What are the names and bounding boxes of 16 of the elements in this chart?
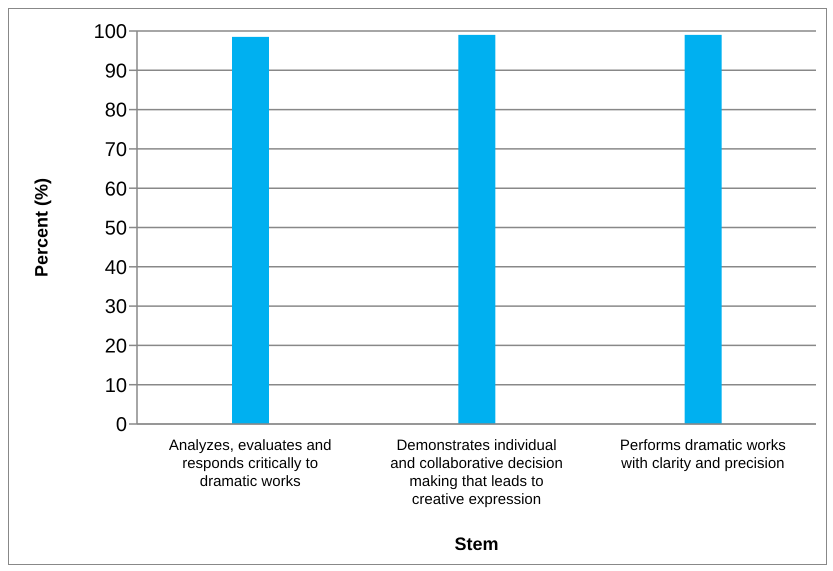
y-tick-label: 80 [104, 100, 127, 122]
y-tick-label: 10 [104, 374, 127, 397]
y-tick-label: 0 [116, 414, 127, 436]
y-tick-label: 60 [104, 178, 127, 200]
y-tick-label: 20 [104, 336, 127, 358]
y-tick-label: 50 [104, 218, 127, 240]
y-axis-title: Percent (%) [31, 178, 52, 278]
y-tick-label: 100 [94, 21, 127, 44]
x-tick-label: Demonstrates individual and collaborative decision making that leads to creative expression [390, 437, 563, 508]
y-tick-label: 30 [104, 296, 127, 318]
y-tick-label: 40 [104, 256, 127, 279]
x-tick-label: Performs dramatic works with clarity and precision [620, 437, 786, 472]
y-tick-label: 70 [104, 139, 127, 161]
x-tick-label: Analyzes, evaluates and responds critically to dramatic works [168, 437, 332, 490]
x-axis-title: Stem [454, 534, 499, 554]
y-tick-label: 90 [104, 60, 127, 82]
